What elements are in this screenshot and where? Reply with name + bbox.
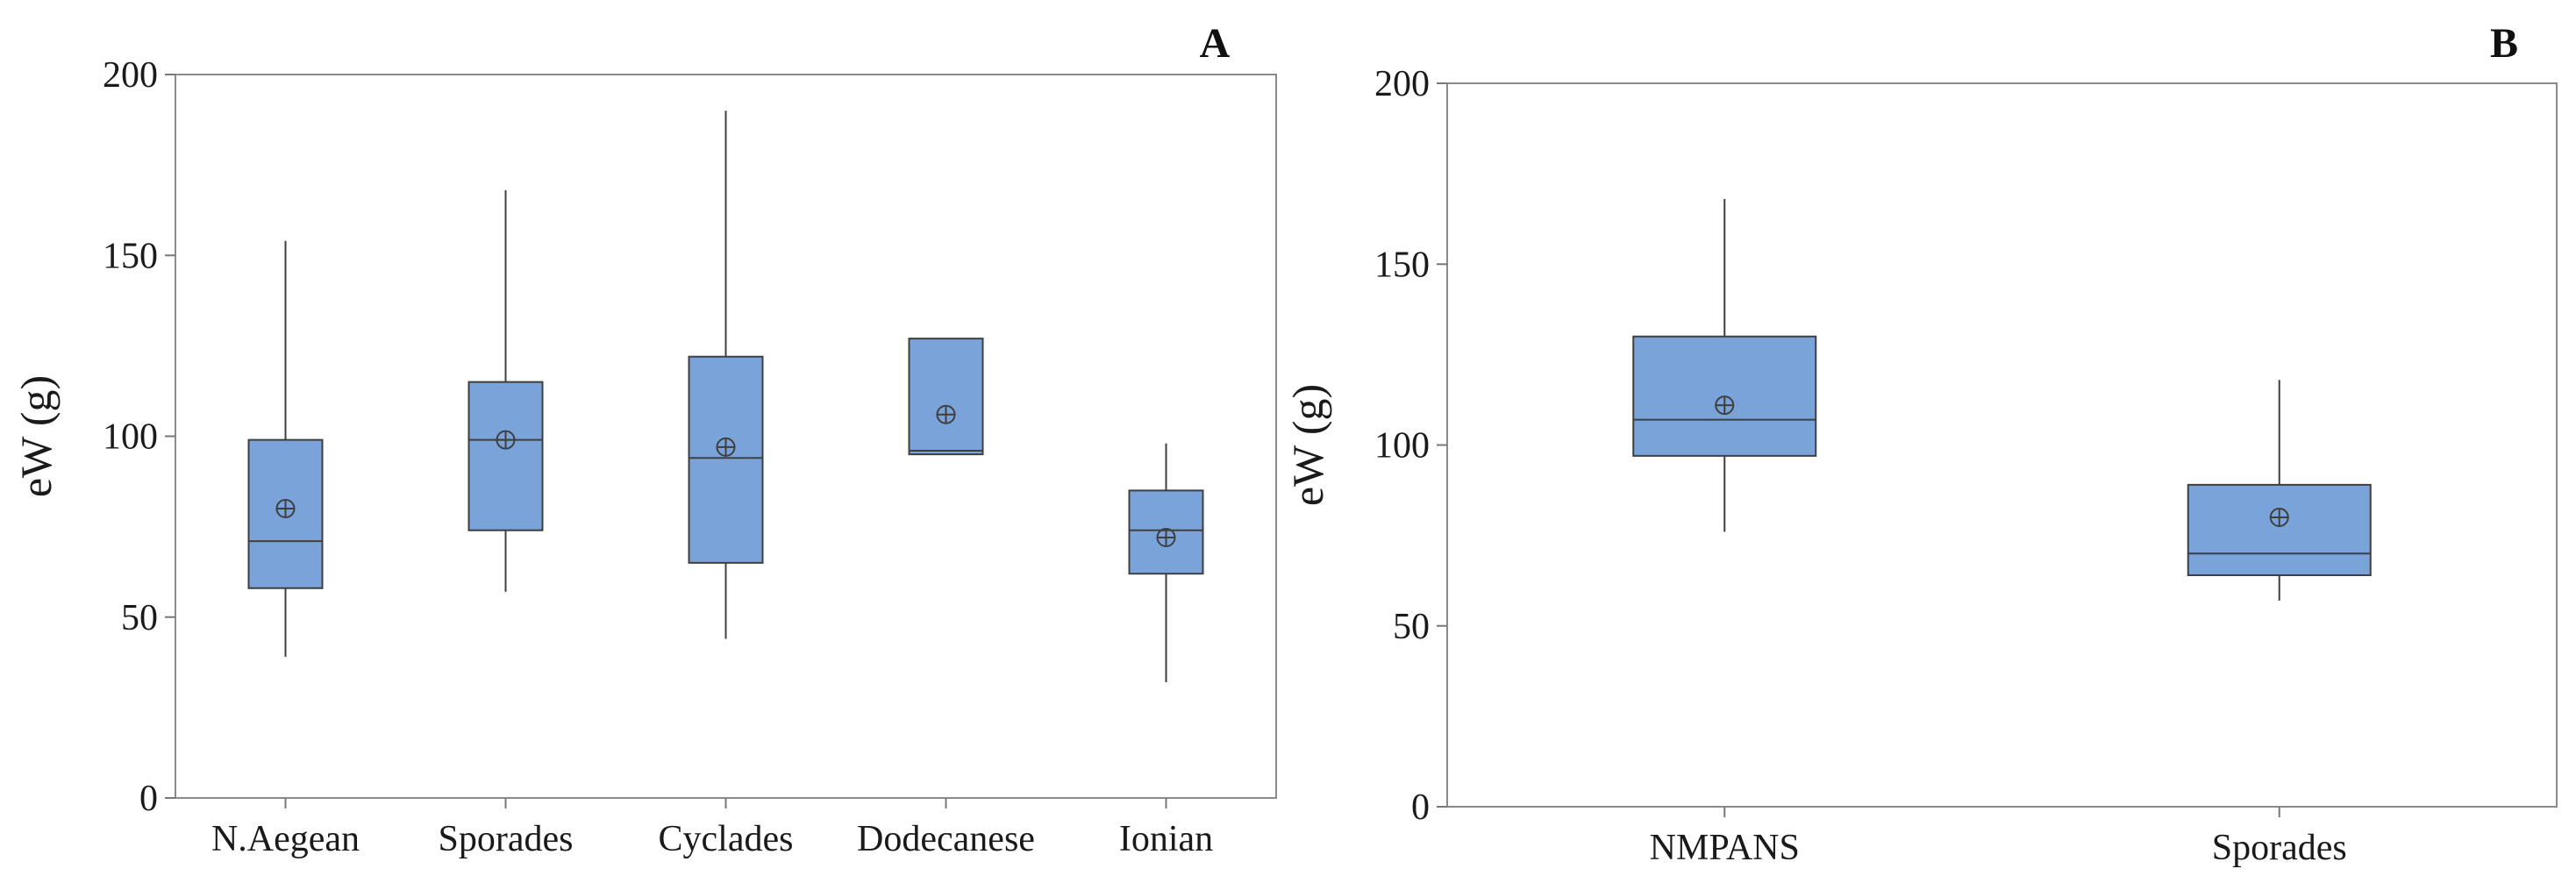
- y-tick-label: 0: [1411, 787, 1430, 828]
- boxplot-dodecanese: [908, 338, 984, 456]
- x-category-label: Ionian: [1119, 819, 1213, 859]
- boxplot-n-aegean: [247, 240, 324, 658]
- iqr-box: [467, 381, 544, 531]
- iqr-box: [908, 338, 984, 456]
- y-tick-label: 0: [139, 779, 158, 819]
- panel-a-chart: 0 50 100 150 200 eW (g) A N.Aegean Sporades Cycla…: [11, 20, 1277, 859]
- panel-label: B: [2490, 20, 2518, 67]
- y-tick-label: 100: [1374, 426, 1430, 466]
- panel-b-chart: 0 50 100 150 200 eW (g) B NMPANS Sporades: [1283, 20, 2558, 868]
- x-category-label: Cyclades: [659, 819, 794, 859]
- boxplot-ionian: [1128, 443, 1204, 682]
- y-tick-label: 50: [121, 598, 158, 638]
- y-axis-title: eW (g): [1283, 384, 1332, 506]
- x-category-label: N.Aegean: [211, 819, 360, 859]
- boxplot-sporades: [467, 190, 544, 592]
- iqr-box: [688, 355, 764, 564]
- y-tick-label: 150: [103, 236, 158, 276]
- y-tick-label: 50: [1393, 607, 1430, 647]
- y-axis-title: eW (g): [11, 375, 61, 497]
- x-category-label: NMPANS: [1650, 828, 1800, 868]
- plot-frame: [1446, 82, 2558, 808]
- x-category-label: Sporades: [2212, 828, 2347, 868]
- panel-label: A: [1200, 20, 1231, 67]
- boxplot-cyclades: [688, 110, 764, 639]
- y-tick-label: 100: [103, 417, 158, 458]
- y-tick-label: 200: [1374, 64, 1430, 104]
- boxplot-nmpans: [1632, 199, 1817, 532]
- boxplot-sporades: [2187, 380, 2372, 601]
- y-tick-label: 200: [103, 55, 158, 96]
- x-category-label: Dodecanese: [857, 819, 1035, 859]
- x-category-label: Sporades: [439, 819, 574, 859]
- iqr-box: [2187, 483, 2372, 576]
- y-tick-label: 150: [1374, 245, 1430, 285]
